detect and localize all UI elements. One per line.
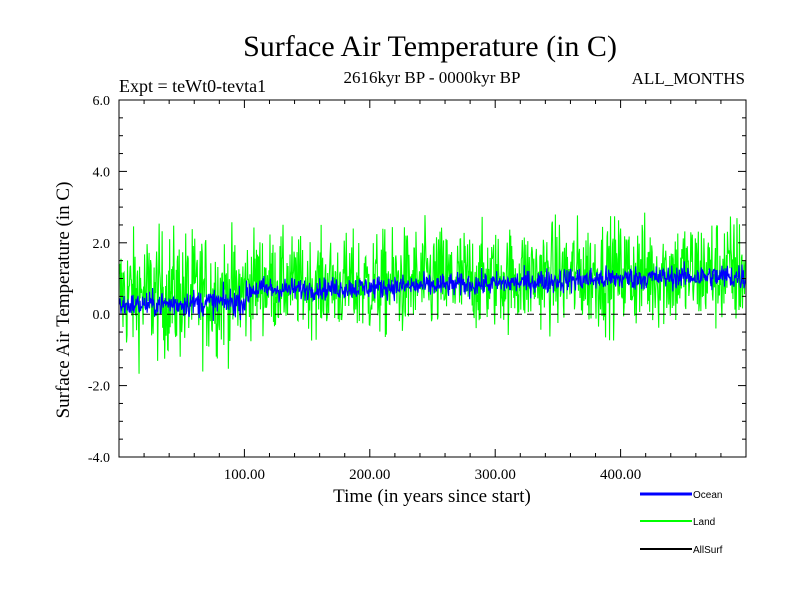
- series-ocean: [118, 261, 747, 322]
- y-axis: -4.0 -2.0 0.0 2.0 4.0 6.0: [88, 94, 746, 466]
- y-tick-label: -2.0: [88, 380, 110, 395]
- y-tick-label: 0.0: [93, 308, 111, 323]
- x-tick-label: 100.00: [224, 467, 265, 483]
- series-land-line: [118, 212, 747, 374]
- y-tick-label: 2.0: [93, 237, 111, 252]
- legend: Ocean Land AllSurf: [640, 490, 723, 556]
- x-tick-label: 300.00: [475, 467, 516, 483]
- months-label: ALL_MONTHS: [632, 69, 745, 88]
- y-tick-label: 6.0: [93, 94, 111, 109]
- legend-label-allsurf: AllSurf: [693, 545, 723, 556]
- y-axis-label: Surface Air Temperature (in C): [53, 182, 74, 419]
- legend-label-ocean: Ocean: [693, 490, 722, 501]
- series-land: [118, 212, 747, 374]
- y-tick-label: 4.0: [93, 165, 111, 180]
- x-tick-label: 200.00: [349, 467, 390, 483]
- x-axis: 100.00 200.00 300.00 400.00: [143, 100, 722, 483]
- x-tick-label: 400.00: [600, 467, 641, 483]
- chart-title: Surface Air Temperature (in C): [243, 30, 617, 63]
- series-ocean-line: [118, 261, 747, 322]
- experiment-label: Expt = teWt0-tevta1: [119, 76, 266, 96]
- y-tick-label: -4.0: [88, 451, 110, 466]
- plot-content: [118, 212, 747, 374]
- x-axis-label: Time (in years since start): [333, 486, 531, 507]
- time-range-label: 2616kyr BP - 0000kyr BP: [344, 68, 521, 87]
- legend-label-land: Land: [693, 517, 715, 528]
